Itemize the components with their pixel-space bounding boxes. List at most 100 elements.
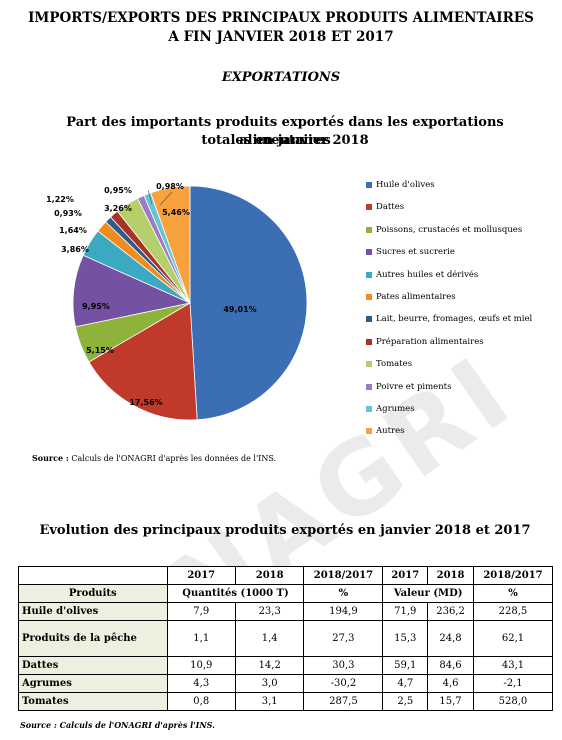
- legend-swatch: [366, 271, 372, 278]
- legend-swatch: [366, 294, 372, 300]
- chart-title-line2: totales en janvier 2018: [201, 133, 369, 148]
- pie-data-label: 3,86%: [61, 245, 89, 254]
- pct-header: %: [303, 584, 384, 603]
- table-row: Agrumes 4,3 3,0 -30,2 4,7 4,6 -2,1: [18, 674, 554, 693]
- product-name-cell: Tomates: [18, 692, 168, 711]
- year-header: 2018: [427, 566, 474, 585]
- pie-data-label: 0,95%: [104, 186, 132, 195]
- table-cell: -30,2: [303, 674, 384, 693]
- table-cell: 10,9: [166, 656, 236, 675]
- pie-data-label: 17,56%: [129, 398, 162, 407]
- table-row: Tomates 0,8 3,1 287,5 2,5 15,7 528,0: [18, 692, 554, 711]
- legend-item: Huile d'olives: [366, 180, 435, 190]
- table-cell: 3,0: [234, 674, 305, 693]
- leader-line: [159, 191, 173, 206]
- legend-swatch: [366, 406, 372, 412]
- legend-swatch: [366, 361, 372, 368]
- legend-item: Pates alimentaires: [366, 292, 456, 302]
- year-header: 2018/2017: [303, 566, 384, 585]
- table-cell: 15,3: [382, 620, 429, 657]
- table-cell: 30,3: [303, 656, 384, 675]
- table-cell: 23,3: [234, 602, 305, 621]
- legend-label: Huile d'olives: [376, 180, 435, 190]
- product-name-cell: Huile d'olives: [18, 602, 168, 621]
- table-cell: 2,5: [382, 692, 429, 711]
- pie-data-label: 3,26%: [104, 204, 132, 213]
- legend-label: Pates alimentaires: [376, 292, 456, 302]
- pie-data-label: 0,98%: [156, 182, 184, 191]
- section-title: EXPORTATIONS: [221, 70, 341, 85]
- table-cell: 236,2: [427, 602, 474, 621]
- pie-slice: [72, 254, 192, 328]
- table-cell: 4,3: [166, 674, 236, 693]
- empty-header-cell: [18, 566, 168, 585]
- pie-data-label: 5,15%: [86, 346, 114, 355]
- legend-swatch: [366, 249, 372, 256]
- table-cell: 62,1: [472, 620, 554, 657]
- table-cell: 3,1: [234, 692, 305, 711]
- legend-item: Dattes: [366, 202, 404, 212]
- legend-label: Dattes: [376, 202, 405, 213]
- quantities-header: Quantités (1000 T): [166, 584, 305, 603]
- table-cell: 1,1: [166, 620, 236, 657]
- table-cell: 7,9: [166, 602, 236, 621]
- legend-swatch: [366, 226, 372, 233]
- legend-label: Agrumes: [376, 404, 415, 414]
- legend-item: Agrumes: [366, 404, 415, 414]
- table-cell: 1,4: [234, 620, 305, 657]
- legend-item: Tomates: [366, 359, 412, 369]
- table-cell: 27,3: [303, 620, 384, 657]
- legend-label: Sucres et sucrerie: [376, 247, 455, 258]
- pie-data-label: 49,01%: [223, 305, 256, 314]
- legend-label: Préparation alimentaires: [376, 336, 484, 347]
- product-name-cell: Produits de la pêche: [18, 620, 168, 657]
- chart-source: Source : Calculs de l'ONAGRI d'après les…: [32, 453, 277, 463]
- table-cell: 24,8: [427, 620, 474, 657]
- table-cell: -2,1: [472, 674, 554, 693]
- pie-data-label: 5,46%: [162, 208, 190, 217]
- legend-item: Autres: [366, 426, 404, 436]
- table-row: Produits de la pêche 1,1 1,4 27,3 15,3 24,8 62…: [18, 620, 554, 657]
- year-header: 2018/2017: [472, 566, 554, 585]
- product-name-cell: Dattes: [18, 656, 168, 675]
- table-source: Source : Calculs de l'ONAGRI d'après l'I…: [20, 720, 215, 730]
- table-cell: 528,0: [472, 692, 554, 711]
- table-cell: 71,9: [382, 602, 429, 621]
- table-cell: 59,1: [382, 656, 429, 675]
- year-header: 2017: [166, 566, 236, 585]
- page-title-line1: IMPORTS/EXPORTS DES PRINCIPAUX PRODUITS …: [28, 10, 534, 26]
- year-header: 2017: [382, 566, 429, 585]
- table-cell: 4,6: [427, 674, 474, 693]
- table-cell: 43,1: [472, 656, 554, 675]
- legend-label: Autres: [376, 426, 405, 437]
- pie-slice: [150, 185, 191, 304]
- pie-data-label: 1,64%: [59, 226, 87, 235]
- pie-slice: [189, 185, 308, 421]
- table-cell: 84,6: [427, 656, 474, 675]
- table-cell: 4,7: [382, 674, 429, 693]
- value-header: Valeur (MD): [382, 584, 474, 603]
- legend-swatch: [366, 428, 372, 435]
- legend-swatch: [366, 338, 372, 345]
- pie-chart: 49,01% 17,56% 5,15% 9,95% 3,86% 1,64% 0,93% 1,2…: [46, 182, 308, 421]
- table-title: Evolution des principaux produits export…: [39, 523, 531, 538]
- page-title-line2: A FIN JANVIER 2018 ET 2017: [168, 29, 394, 45]
- pie-data-label: 9,95%: [82, 302, 110, 311]
- legend-swatch: [366, 204, 372, 211]
- legend-item: Préparation alimentaires: [366, 337, 484, 347]
- table-cell: 15,7: [427, 692, 474, 711]
- products-header: Produits: [18, 584, 168, 603]
- table-cell: 194,9: [303, 602, 384, 621]
- legend-swatch: [366, 383, 372, 390]
- legend-item: Sucres et sucrerie: [366, 247, 455, 257]
- leader-line: [147, 189, 153, 205]
- table-row: Huile d'olives 7,9 23,3 194,9 71,9 236,2 228,5: [18, 602, 554, 621]
- legend-swatch: [366, 316, 372, 323]
- legend-label: Lait, beurre, fromages, œufs et miel: [376, 314, 533, 325]
- table-cell: 287,5: [303, 692, 384, 711]
- legend-label: Poissons, crustacés et mollusques: [376, 224, 523, 235]
- pct-header: %: [472, 584, 554, 603]
- legend-label: Tomates: [376, 359, 413, 370]
- legend-swatch: [366, 182, 372, 188]
- pie-data-label: 1,22%: [46, 195, 74, 204]
